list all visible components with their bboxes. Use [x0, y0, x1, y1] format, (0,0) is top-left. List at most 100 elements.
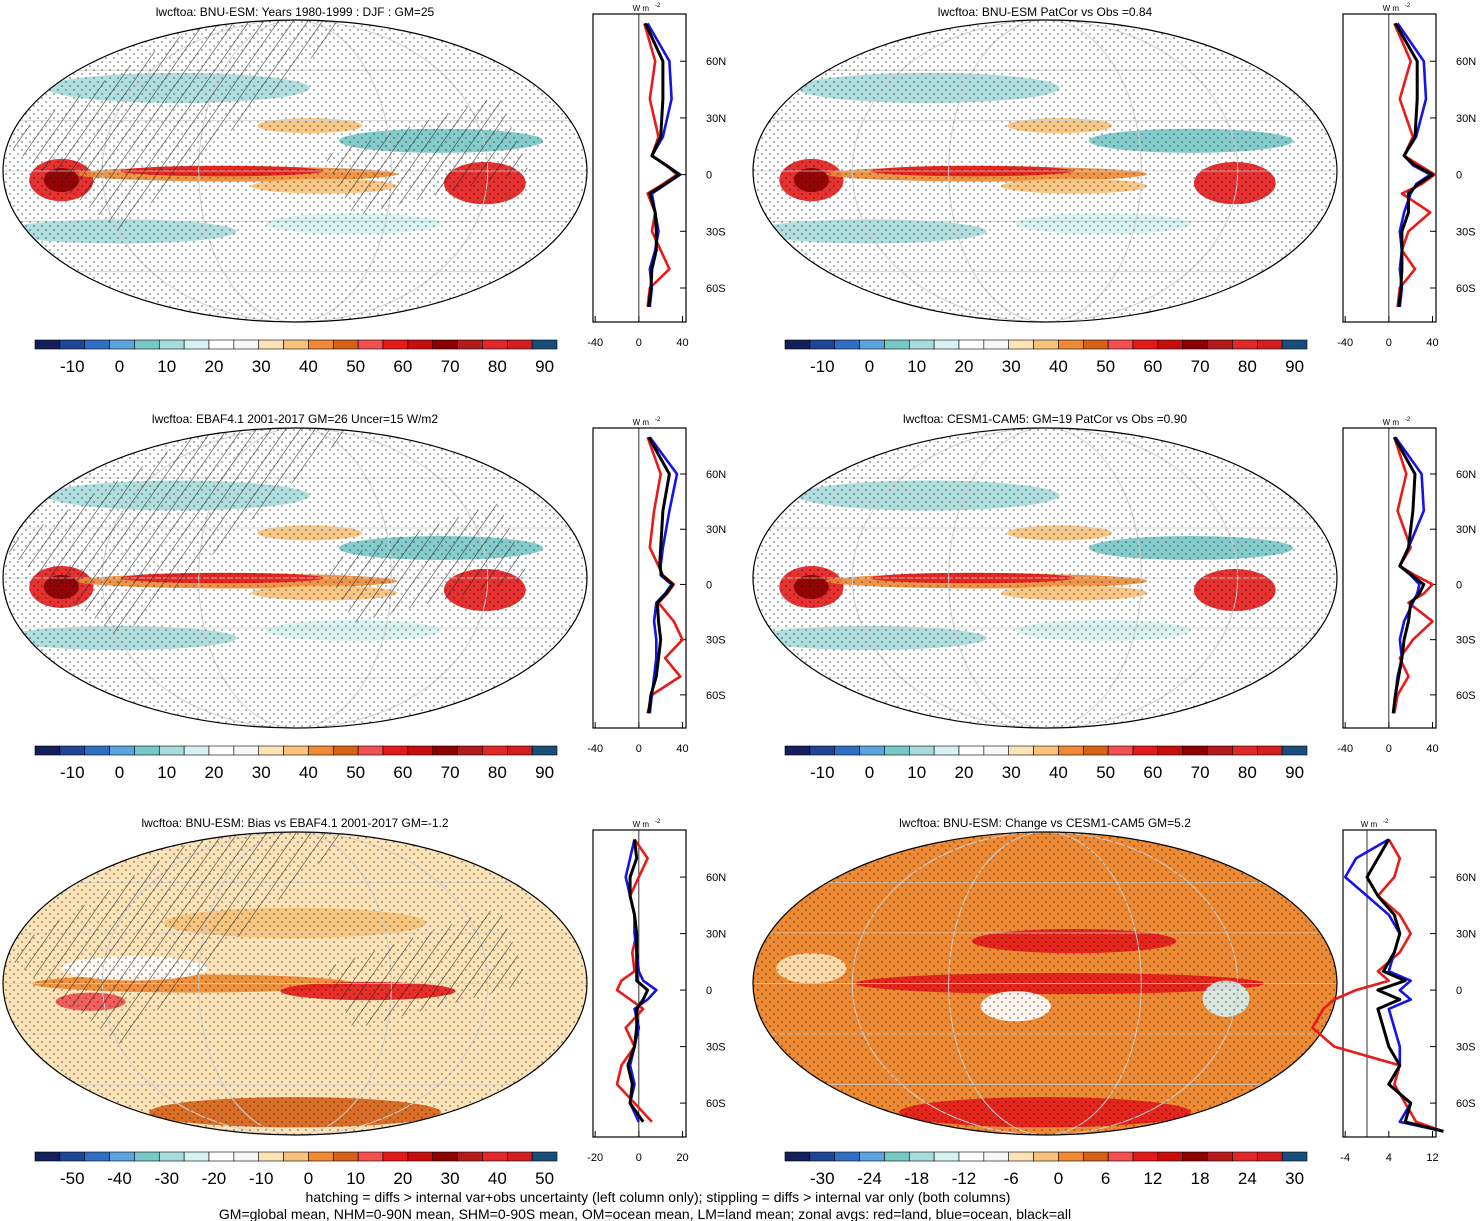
lat-tick-label: 30S: [1456, 635, 1476, 647]
colorbar-cell: [482, 1151, 508, 1162]
colorbar-label: 60: [393, 357, 412, 376]
lat-tick-label: 0: [706, 985, 712, 997]
colorbar-label: -50: [60, 1169, 85, 1188]
colorbar-cell: [208, 339, 235, 350]
lat-tick-label: 30N: [706, 524, 726, 536]
colorbar-cell: [407, 339, 434, 350]
colorbar-label: -40: [107, 1169, 132, 1188]
colorbar-label: 40: [299, 357, 318, 376]
colorbar-cell: [1107, 745, 1134, 756]
colorbar-label: 80: [488, 763, 507, 782]
colorbar-cell: [84, 1151, 110, 1162]
colorbar-label: 18: [1191, 1169, 1210, 1188]
colorbar-cell: [1082, 339, 1109, 350]
colorbar-label: -10: [60, 763, 85, 782]
colorbar-cell: [34, 339, 61, 350]
colorbar-label: 50: [1096, 357, 1115, 376]
colorbar-cell: [1256, 1151, 1283, 1162]
zonal-mean-plot: -40 0 40 60N 30N 0 30S 60S W m -2: [587, 3, 726, 349]
colorbar-cell: [1107, 1151, 1134, 1162]
colorbar-cell: [884, 1151, 910, 1162]
colorbar: -50 -40 -30 -20 -10 0 10 20 30 40 50: [34, 1151, 558, 1188]
colorbar-cell: [531, 339, 558, 350]
colorbar-cell: [958, 745, 985, 756]
lat-tick-label: 30S: [706, 635, 726, 647]
colorbar-cell: [1281, 745, 1308, 756]
lat-tick-label: 60N: [1456, 56, 1476, 68]
x-tick-label: -40: [1337, 743, 1353, 755]
colorbar-cell: [933, 339, 960, 350]
colorbar-cell: [1082, 1151, 1109, 1162]
colorbar-cell: [809, 745, 836, 756]
colorbar-cell: [1033, 745, 1059, 756]
panel-1: lwcftoa: BNU-ESM PatCor vs Obs =0.84 -40…: [752, 3, 1476, 376]
colorbar-cell: [834, 1151, 860, 1162]
zonal-series-all: [1394, 22, 1434, 308]
colorbar-cell: [1157, 339, 1184, 350]
colorbar-label: 0: [115, 763, 124, 782]
colorbar-cell: [432, 1151, 458, 1162]
colorbar-label: 0: [865, 763, 874, 782]
world-map: [2, 427, 588, 729]
map-outline: [2, 427, 588, 729]
colorbar-label: 20: [393, 1169, 412, 1188]
colorbar-cell: [109, 745, 135, 756]
colorbar-cell: [357, 339, 384, 350]
zonal-series-land: [1393, 22, 1436, 308]
x-tick-label: 40: [1426, 743, 1438, 755]
panel-2: lwcftoa: EBAF4.1 2001-2017 GM=26 Uncer=1…: [2, 412, 726, 782]
colorbar-label: 20: [955, 357, 974, 376]
colorbar-label: 20: [205, 763, 224, 782]
colorbar: -10 0 10 20 30 40 50 60 70 80 90: [34, 339, 558, 376]
colorbar-label: -30: [154, 1169, 179, 1188]
colorbar-label: 20: [955, 763, 974, 782]
colorbar-label: 80: [1238, 763, 1257, 782]
zonal-frame: [1342, 829, 1437, 1138]
zonal-unit: W m: [1383, 418, 1400, 427]
colorbar-cell: [1157, 745, 1184, 756]
zonal-series-all: [1391, 436, 1426, 714]
colorbar-cell: [809, 1151, 836, 1162]
colorbar-cell: [933, 745, 960, 756]
zonal-unit-exponent: -2: [1405, 3, 1411, 9]
zonal-unit-exponent: -2: [1383, 819, 1389, 825]
x-tick-label: -40: [1337, 337, 1353, 349]
colorbar-cell: [258, 1151, 284, 1162]
colorbar-cell: [834, 745, 860, 756]
colorbar-cell: [884, 745, 910, 756]
colorbar-cell: [109, 339, 135, 350]
zonal-mean-plot: -40 0 40 60N 30N 0 30S 60S W m -2: [1337, 417, 1476, 755]
colorbar-cell: [158, 1151, 185, 1162]
colorbar-label: 6: [1101, 1169, 1110, 1188]
colorbar-cell: [933, 1151, 960, 1162]
colorbar-label: 12: [1143, 1169, 1162, 1188]
colorbar-label: 70: [441, 763, 460, 782]
x-tick-label: 40: [676, 337, 688, 349]
colorbar-cell: [332, 339, 359, 350]
colorbar-cell: [457, 1151, 483, 1162]
colorbar-cell: [983, 1151, 1010, 1162]
colorbar-label: 0: [115, 357, 124, 376]
zonal-mean-plot: -40 0 40 60N 30N 0 30S 60S W m -2: [587, 417, 726, 755]
lat-tick-label: 30S: [1456, 226, 1476, 238]
x-tick-label: 0: [1386, 337, 1392, 349]
colorbar-label: 60: [1143, 357, 1162, 376]
x-tick-label: 12: [1426, 1152, 1438, 1164]
colorbar-label: 0: [304, 1169, 313, 1188]
colorbar-label: 40: [299, 763, 318, 782]
colorbar-cell: [233, 745, 260, 756]
colorbar-cell: [84, 745, 110, 756]
map-outline: [752, 427, 1338, 729]
colorbar-cell: [158, 745, 185, 756]
colorbar-label: 50: [346, 357, 365, 376]
colorbar-label: 50: [535, 1169, 554, 1188]
colorbar-label: 80: [1238, 357, 1257, 376]
colorbar-label: 20: [205, 357, 224, 376]
colorbar-cell: [34, 745, 61, 756]
colorbar-cell: [432, 339, 458, 350]
colorbar-cell: [183, 1151, 210, 1162]
zonal-series-all: [644, 22, 681, 308]
colorbar-cell: [784, 1151, 811, 1162]
colorbar-label: 10: [157, 357, 176, 376]
colorbar-cell: [784, 339, 811, 350]
